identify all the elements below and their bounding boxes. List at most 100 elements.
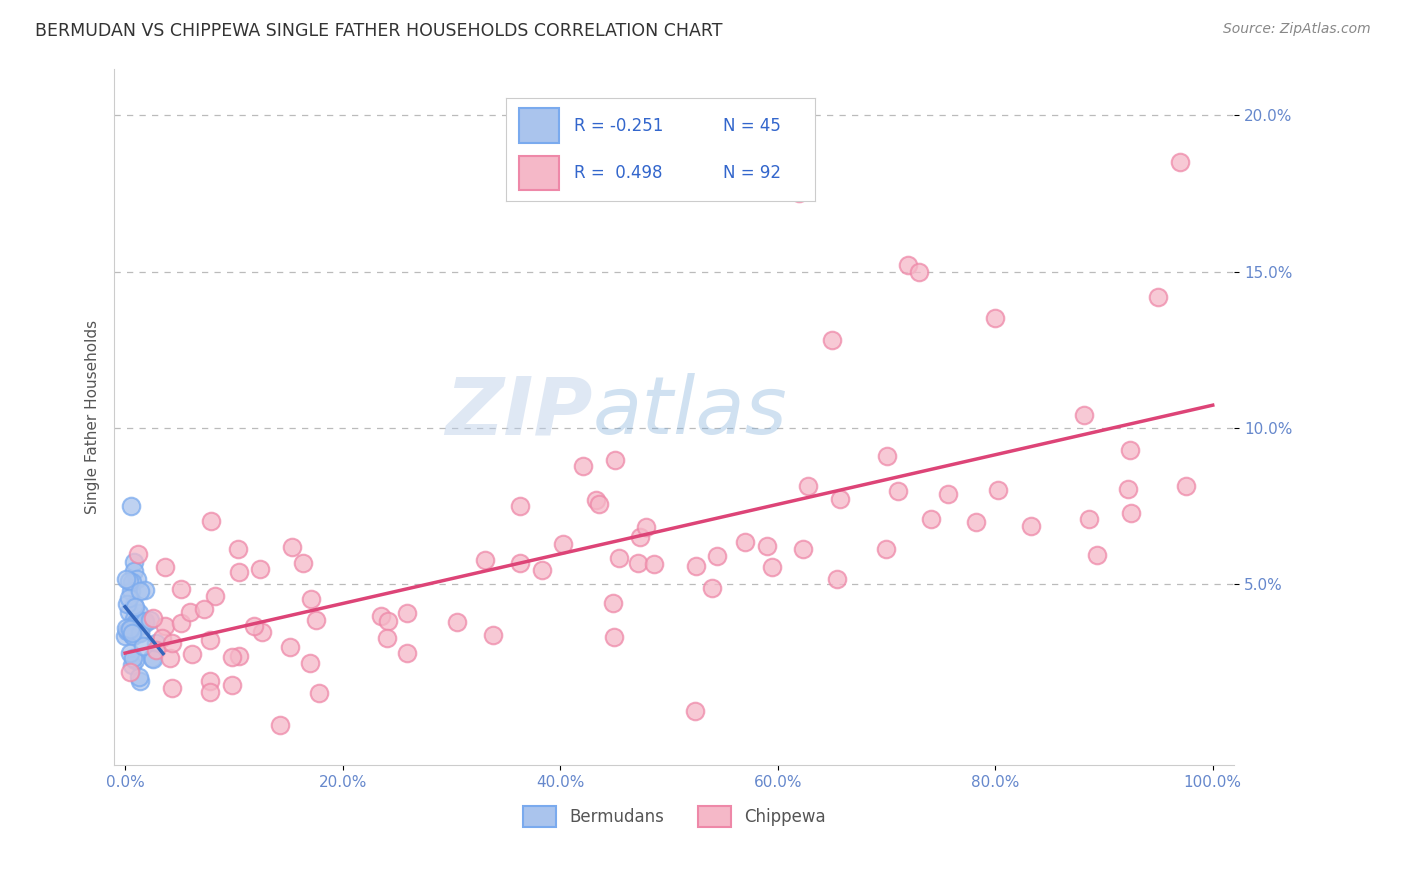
- Point: [204, 590, 226, 604]
- Point: [142, 611, 165, 625]
- Point: [607, 550, 630, 565]
- Point: [198, 633, 221, 648]
- Point: [249, 562, 271, 576]
- Point: [446, 615, 468, 630]
- Point: [221, 678, 243, 692]
- Point: [734, 535, 756, 549]
- Point: [129, 618, 152, 632]
- Point: [118, 591, 141, 606]
- Point: [1116, 482, 1139, 496]
- Point: [1147, 289, 1170, 303]
- Point: [825, 572, 848, 586]
- Point: [128, 626, 150, 640]
- Point: [114, 621, 136, 635]
- Point: [134, 614, 156, 628]
- Point: [127, 613, 149, 627]
- Point: [124, 622, 146, 636]
- Point: [370, 608, 392, 623]
- Point: [292, 556, 315, 570]
- Point: [228, 649, 250, 664]
- Point: [124, 599, 146, 614]
- Point: [821, 334, 844, 348]
- Point: [162, 636, 184, 650]
- Bar: [519, 155, 558, 190]
- Point: [221, 649, 243, 664]
- Point: [120, 620, 142, 634]
- Point: [796, 479, 818, 493]
- Point: [114, 572, 136, 586]
- Point: [118, 605, 141, 619]
- Point: [706, 549, 728, 564]
- Point: [1175, 479, 1198, 493]
- Point: [602, 596, 624, 610]
- Point: [122, 611, 145, 625]
- Text: atlas: atlas: [593, 373, 787, 451]
- Point: [908, 264, 931, 278]
- Point: [278, 640, 301, 654]
- Point: [145, 643, 167, 657]
- Point: [702, 581, 724, 595]
- Point: [122, 565, 145, 579]
- Point: [121, 628, 143, 642]
- Point: [509, 499, 531, 513]
- Point: [761, 559, 783, 574]
- Point: [141, 651, 163, 665]
- Text: BERMUDAN VS CHIPPEWA SINGLE FATHER HOUSEHOLDS CORRELATION CHART: BERMUDAN VS CHIPPEWA SINGLE FATHER HOUSE…: [35, 22, 723, 40]
- Point: [603, 453, 626, 467]
- Point: [120, 665, 142, 679]
- Point: [134, 615, 156, 630]
- Point: [375, 632, 398, 646]
- Point: [588, 497, 610, 511]
- Point: [474, 553, 496, 567]
- Point: [1085, 548, 1108, 562]
- Point: [114, 629, 136, 643]
- Point: [377, 615, 399, 629]
- Point: [792, 542, 814, 557]
- Point: [603, 630, 626, 644]
- Point: [280, 540, 302, 554]
- Point: [155, 619, 177, 633]
- Point: [198, 685, 221, 699]
- Point: [509, 556, 531, 570]
- Point: [132, 639, 155, 653]
- Point: [127, 547, 149, 561]
- Point: [875, 542, 897, 557]
- Text: Source: ZipAtlas.com: Source: ZipAtlas.com: [1223, 22, 1371, 37]
- Point: [200, 674, 222, 689]
- Point: [128, 607, 150, 621]
- Point: [308, 686, 330, 700]
- Point: [124, 598, 146, 612]
- Point: [129, 624, 152, 639]
- Point: [129, 584, 152, 599]
- Point: [145, 636, 167, 650]
- Point: [124, 616, 146, 631]
- Point: [636, 520, 658, 534]
- Point: [122, 651, 145, 665]
- Point: [128, 670, 150, 684]
- Point: [572, 458, 595, 473]
- Point: [1019, 519, 1042, 533]
- Point: [830, 491, 852, 506]
- Point: [920, 512, 942, 526]
- Point: [122, 555, 145, 569]
- Text: N = 45: N = 45: [723, 117, 780, 135]
- Point: [121, 625, 143, 640]
- Point: [685, 559, 707, 574]
- Point: [482, 628, 505, 642]
- Bar: [519, 108, 558, 144]
- Point: [531, 563, 554, 577]
- Point: [120, 622, 142, 636]
- Point: [170, 582, 193, 596]
- Point: [876, 449, 898, 463]
- Point: [159, 650, 181, 665]
- Point: [250, 624, 273, 639]
- Point: [115, 597, 138, 611]
- Point: [226, 541, 249, 556]
- Point: [228, 565, 250, 579]
- Point: [125, 572, 148, 586]
- Point: [118, 574, 141, 588]
- Point: [121, 657, 143, 672]
- Point: [193, 601, 215, 615]
- Point: [134, 582, 156, 597]
- Legend: Bermudans, Chippewa: Bermudans, Chippewa: [516, 800, 832, 833]
